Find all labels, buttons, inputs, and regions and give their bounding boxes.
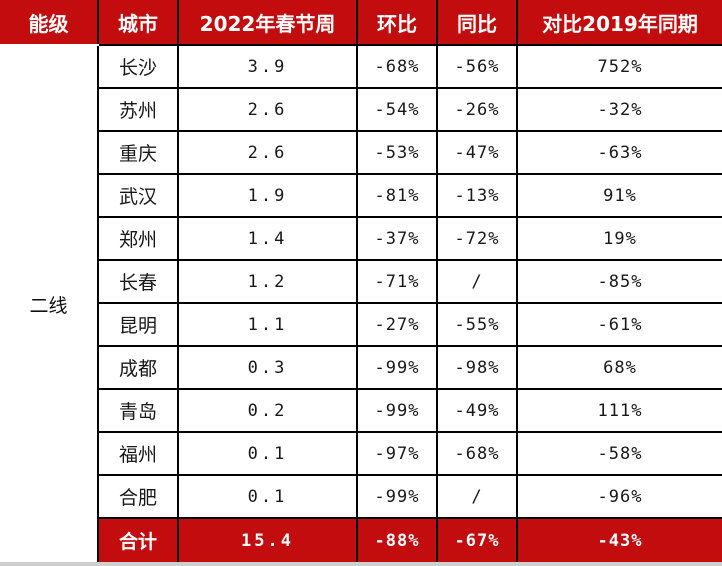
- header-cell-tier: 能级: [0, 0, 99, 46]
- total-vs2019: -43%: [516, 517, 722, 564]
- cell-yoy: -72%: [436, 216, 518, 261]
- cell-vs2019: -85%: [516, 259, 722, 304]
- bottom-strip: [0, 562, 722, 566]
- cell-city: 郑州: [97, 216, 179, 261]
- cell-vs2019: -32%: [516, 87, 722, 132]
- total-row: 合计 15.4 -88% -67% -43%: [0, 517, 722, 564]
- cell-week: 0.3: [177, 345, 358, 390]
- cell-city: 长春: [97, 259, 179, 304]
- cell-city: 昆明: [97, 302, 179, 347]
- table-row: 福州 0.1 -97% -68% -58%: [0, 431, 722, 476]
- cell-mom: -54%: [356, 87, 438, 132]
- cell-yoy: -26%: [436, 87, 518, 132]
- cell-week: 1.1: [177, 302, 358, 347]
- cell-vs2019: 752%: [516, 44, 722, 89]
- table-row: 合肥 0.1 -99% / -96%: [0, 474, 722, 519]
- cell-vs2019: 68%: [516, 345, 722, 390]
- cell-yoy: -47%: [436, 130, 518, 175]
- cell-vs2019: 19%: [516, 216, 722, 261]
- cell-week: 0.2: [177, 388, 358, 433]
- cell-yoy: -13%: [436, 173, 518, 218]
- cell-yoy: /: [436, 474, 518, 519]
- tier-merged-cell: 二线: [0, 45, 99, 563]
- cell-city: 重庆: [97, 130, 179, 175]
- cell-week: 1.4: [177, 216, 358, 261]
- cell-week: 0.1: [177, 474, 358, 519]
- table-row: 青岛 0.2 -99% -49% 111%: [0, 388, 722, 433]
- header-cell-vs2019: 对比2019年同期: [516, 0, 722, 46]
- cell-mom: -99%: [356, 345, 438, 390]
- cell-mom: -37%: [356, 216, 438, 261]
- total-yoy: -67%: [436, 517, 518, 564]
- total-week: 15.4: [177, 517, 358, 564]
- cell-mom: -68%: [356, 44, 438, 89]
- cell-city: 成都: [97, 345, 179, 390]
- cell-yoy: -98%: [436, 345, 518, 390]
- cell-vs2019: -58%: [516, 431, 722, 476]
- cell-mom: -97%: [356, 431, 438, 476]
- cell-yoy: -56%: [436, 44, 518, 89]
- cell-yoy: -68%: [436, 431, 518, 476]
- table-row: 二线 长沙 3.9 -68% -56% 752%: [0, 44, 722, 563]
- total-mom: -88%: [356, 517, 438, 564]
- cell-mom: -81%: [356, 173, 438, 218]
- cell-city: 福州: [97, 431, 179, 476]
- header-cell-mom: 环比: [356, 0, 438, 46]
- cell-mom: -53%: [356, 130, 438, 175]
- cell-week: 0.1: [177, 431, 358, 476]
- table-row: 重庆 2.6 -53% -47% -63%: [0, 130, 722, 175]
- cell-mom: -27%: [356, 302, 438, 347]
- cell-mom: -99%: [356, 388, 438, 433]
- header-cell-week: 2022年春节周: [177, 0, 358, 46]
- table-row: 成都 0.3 -99% -98% 68%: [0, 345, 722, 390]
- cell-vs2019: -61%: [516, 302, 722, 347]
- cell-yoy: -55%: [436, 302, 518, 347]
- cell-yoy: /: [436, 259, 518, 304]
- cell-vs2019: -63%: [516, 130, 722, 175]
- table-row: 武汉 1.9 -81% -13% 91%: [0, 173, 722, 218]
- total-label: 合计: [97, 517, 179, 564]
- table-row: 郑州 1.4 -37% -72% 19%: [0, 216, 722, 261]
- cell-week: 3.9: [177, 44, 358, 89]
- cell-city: 苏州: [97, 87, 179, 132]
- cell-week: 1.9: [177, 173, 358, 218]
- cell-city: 合肥: [97, 474, 179, 519]
- cell-vs2019: -96%: [516, 474, 722, 519]
- cell-vs2019: 91%: [516, 173, 722, 218]
- cell-city: 长沙: [97, 44, 179, 89]
- header-row: 能级 城市 2022年春节周 环比 同比 对比2019年同期: [0, 0, 722, 46]
- table-row: 长春 1.2 -71% / -85%: [0, 259, 722, 304]
- cell-vs2019: 111%: [516, 388, 722, 433]
- cell-week: 2.6: [177, 87, 358, 132]
- header-cell-city: 城市: [97, 0, 179, 46]
- header-cell-yoy: 同比: [436, 0, 518, 46]
- cell-city: 青岛: [97, 388, 179, 433]
- table-row: 昆明 1.1 -27% -55% -61%: [0, 302, 722, 347]
- cell-mom: -71%: [356, 259, 438, 304]
- cell-city: 武汉: [97, 173, 179, 218]
- cell-yoy: -49%: [436, 388, 518, 433]
- cell-week: 1.2: [177, 259, 358, 304]
- table-row: 苏州 2.6 -54% -26% -32%: [0, 87, 722, 132]
- cell-week: 2.6: [177, 130, 358, 175]
- cell-mom: -99%: [356, 474, 438, 519]
